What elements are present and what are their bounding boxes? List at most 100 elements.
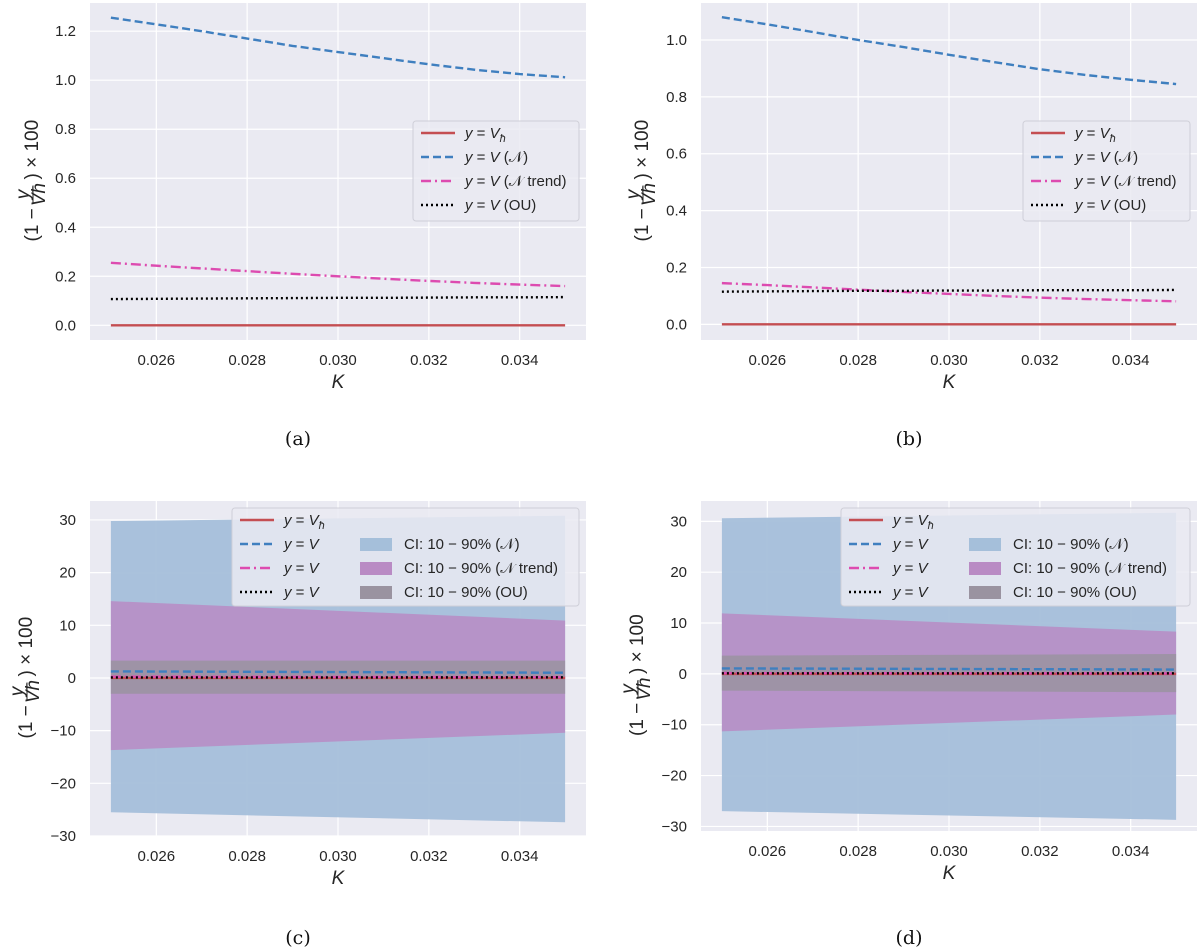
legend: y = Vħ y = V y = V y = V CI: 10 − 90% (𝒩) CI:… (840, 507, 1191, 607)
svg-text:(1 −: (1 − (627, 703, 648, 736)
y-tick-label: 10 (59, 617, 76, 634)
panel-c: 0.026 0.028 0.030 0.032 0.034 −30 −20 −10 0 10 20 3… (7, 501, 586, 948)
y-tick-label: 0.2 (55, 268, 76, 285)
svg-text:y: y (618, 683, 639, 696)
x-axis-label: K (943, 863, 957, 884)
y-tick-label: −30 (662, 818, 687, 835)
legend-swatch (969, 586, 1001, 599)
svg-text:y: y (623, 188, 644, 201)
legend-label: y = Vħ (283, 512, 325, 532)
y-tick-label: 1.0 (666, 32, 687, 49)
x-tick-label: 0.032 (1021, 843, 1059, 860)
legend-label: y = Vħ (892, 512, 934, 532)
x-tick-label: 0.026 (138, 848, 176, 865)
legend-swatch (360, 586, 392, 599)
y-tick-label: −30 (51, 828, 76, 845)
legend-label: y = V (892, 536, 930, 553)
x-axis-label: K (332, 868, 346, 889)
legend-label: y = V (892, 560, 930, 577)
y-tick-label: 0.4 (55, 219, 76, 236)
x-tick-label: 0.028 (839, 843, 877, 860)
panel-caption: (b) (896, 428, 923, 450)
x-tick-label: 0.030 (319, 848, 357, 865)
y-tick-label: 1.2 (55, 23, 76, 40)
y-tick-label: 0.0 (666, 316, 687, 333)
svg-text:Vħ: Vħ (29, 183, 50, 206)
panel-caption: (a) (285, 428, 311, 450)
y-axis-label: (1 − yVħ ) × 100 (623, 120, 660, 242)
y-tick-label: 10 (670, 615, 687, 632)
legend-label: y = V (OU) (1074, 197, 1146, 214)
svg-text:) × 100: ) × 100 (632, 120, 653, 180)
y-tick-label: 1.0 (55, 72, 76, 89)
x-tick-label: 0.032 (1021, 352, 1059, 369)
svg-text:y: y (7, 685, 28, 698)
x-tick-label: 0.028 (839, 352, 877, 369)
svg-text:) × 100: ) × 100 (22, 120, 43, 180)
svg-text:(1 −: (1 − (16, 705, 37, 738)
svg-text:y: y (13, 188, 34, 201)
series-line-ntrend (721, 281, 1177, 303)
svg-text:Vħ: Vħ (634, 677, 655, 700)
legend-label: CI: 10 − 90% (𝒩 trend) (404, 560, 558, 577)
y-axis-label: (1 − yVħ) × 100 (13, 120, 50, 242)
y-tick-label: 0.0 (55, 317, 76, 334)
svg-text:(1 −: (1 − (632, 208, 653, 241)
series-line-ntrend (110, 261, 566, 288)
x-axis-label: K (943, 372, 957, 393)
x-tick-label: 0.026 (749, 352, 787, 369)
y-tick-label: 0 (68, 670, 76, 687)
legend-swatch (969, 538, 1001, 551)
series-line-n (110, 670, 566, 674)
legend-label: CI: 10 − 90% (𝒩 trend) (1013, 560, 1167, 577)
panel-a: 0.026 0.028 0.030 0.032 0.034 0.0 0.2 0.4 0.6 0.8… (13, 3, 586, 450)
x-tick-label: 0.030 (930, 843, 968, 860)
y-tick-label: 20 (670, 564, 687, 581)
legend-label: y = V (𝒩) (1074, 149, 1138, 166)
y-tick-label: −20 (662, 768, 687, 785)
legend-label: y = V (𝒩 trend) (464, 173, 567, 190)
x-tick-label: 0.034 (1112, 843, 1150, 860)
svg-text:Vħ: Vħ (23, 680, 44, 703)
y-tick-label: 0.8 (55, 121, 76, 138)
svg-text:) × 100: ) × 100 (627, 614, 648, 674)
x-tick-label: 0.030 (319, 352, 357, 369)
svg-text:) × 100: ) × 100 (16, 617, 37, 677)
y-tick-label: 30 (59, 512, 76, 529)
legend: y = Vħ y = V y = V y = V CI: 10 − 90% (𝒩) CI:… (231, 507, 580, 607)
legend-label: y = V (283, 584, 321, 601)
series-line-ou (721, 288, 1177, 293)
y-tick-label: −20 (51, 775, 76, 792)
legend-swatch (360, 562, 392, 575)
x-tick-label: 0.026 (749, 843, 787, 860)
series-line-n (721, 16, 1177, 86)
legend-label: y = V (892, 584, 930, 601)
legend: y = Vħ y = V (𝒩) y = V (𝒩 trend) y = V (OU) (1022, 120, 1191, 222)
panel-caption: (d) (896, 927, 923, 948)
x-tick-label: 0.032 (410, 848, 448, 865)
legend: y = Vħ y = V (𝒩) y = V (𝒩 trend) y = V (OU) (412, 120, 580, 222)
x-tick-label: 0.034 (1112, 352, 1150, 369)
svg-text:Vħ: Vħ (639, 183, 660, 206)
legend-swatch (969, 562, 1001, 575)
x-tick-label: 0.028 (228, 352, 266, 369)
legend-label: CI: 10 − 90% (OU) (1013, 584, 1137, 601)
y-tick-label: 0.6 (55, 170, 76, 187)
legend-label: y = V (𝒩 trend) (1074, 173, 1177, 190)
legend-label: CI: 10 − 90% (OU) (404, 584, 528, 601)
x-tick-label: 0.028 (228, 848, 266, 865)
panel-d: 0.026 0.028 0.030 0.032 0.034 −30 −20 −10 0 10 20 3… (618, 501, 1197, 948)
panel-b: 0.026 0.028 0.030 0.032 0.034 0.0 0.2 0.4 0.6 0.8… (623, 3, 1197, 450)
series-line-n (110, 16, 566, 79)
legend-swatch (360, 538, 392, 551)
y-tick-label: 30 (670, 513, 687, 530)
y-tick-label: −10 (662, 717, 687, 734)
x-tick-label: 0.030 (930, 352, 968, 369)
legend-label: CI: 10 − 90% (𝒩) (404, 536, 520, 553)
y-tick-label: 0.8 (666, 89, 687, 106)
y-tick-label: 20 (59, 565, 76, 582)
x-tick-label: 0.032 (410, 352, 448, 369)
legend-label: y = V (283, 536, 321, 553)
legend-label: y = Vħ (464, 125, 506, 145)
